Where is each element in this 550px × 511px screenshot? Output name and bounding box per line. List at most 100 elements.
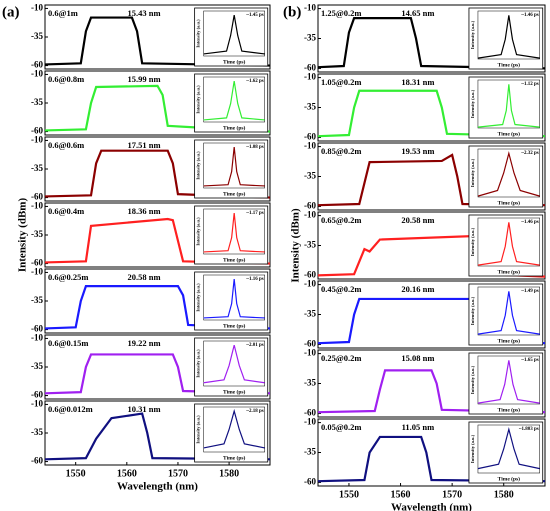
y-tick-label: -35 <box>31 163 43 173</box>
pulse-width-label: ~2.01 ps <box>246 343 263 348</box>
pulse-width-label: ~1.16 ps <box>246 277 263 282</box>
y-tick-label: -10 <box>304 3 316 13</box>
panel-condition: 0.6@0.25m <box>48 272 89 282</box>
inset-frame <box>194 271 269 331</box>
y-tick-label: -35 <box>304 171 316 181</box>
autocorrelation-line <box>203 344 265 384</box>
autocorrelation-line <box>477 222 540 266</box>
y-tick-label: -60 <box>304 269 316 279</box>
pulse-width-label: ~1.08 ps <box>246 145 263 150</box>
y-tick-label: -35 <box>31 361 43 371</box>
inset-plot <box>477 286 540 336</box>
panel-condition: 0.6@0.012m <box>48 404 93 414</box>
inset-x-label: Time (ps) <box>223 388 246 395</box>
inset-plot <box>477 10 540 60</box>
inset-plot <box>477 79 540 129</box>
y-tick-label: -60 <box>304 62 316 72</box>
inset-plot <box>203 10 265 57</box>
spectrum-line <box>44 217 271 265</box>
x-axis-label: Wavelength (nm) <box>391 502 472 511</box>
y-tick-label: -10 <box>304 141 316 151</box>
pulse-width-label: ~1.17 ps <box>246 211 263 216</box>
y-axis-label: Intensity (dBm) <box>17 198 29 273</box>
inset-y-label: Intensity (a.u.) <box>196 349 201 378</box>
x-tick-label: 1550 <box>339 489 359 500</box>
y-tick-label: -60 <box>31 60 43 70</box>
y-tick-label: -35 <box>31 295 43 305</box>
spectrum-line <box>317 435 546 483</box>
y-tick-label: -60 <box>304 131 316 141</box>
inset-x-label: Time (ps) <box>223 256 246 263</box>
inset-x-label: Time (ps) <box>223 58 246 65</box>
y-axis-label: Intensity (dBm) <box>290 208 302 283</box>
y-tick-label: -35 <box>304 309 316 319</box>
bandwidth-label: 18.36 nm <box>127 206 160 216</box>
x-tick-label: 1550 <box>66 468 86 479</box>
y-tick-label: -60 <box>304 407 316 417</box>
inset-frame <box>194 337 269 397</box>
y-tick-label: -60 <box>304 476 316 486</box>
panel-condition: 0.05@0.2m <box>321 422 362 432</box>
pulse-width-label: ~1.46 ps <box>521 13 538 18</box>
pulse-width-label: ~1.46 ps <box>521 220 538 225</box>
bandwidth-label: 14.65 nm <box>401 8 434 18</box>
autocorrelation-line <box>477 360 540 404</box>
autocorrelation-line <box>477 426 540 470</box>
spectrum-line <box>44 84 271 133</box>
inset-y-label: Intensity (a.u.) <box>470 365 475 394</box>
inset-plot <box>477 217 540 267</box>
spectrum-line <box>317 17 546 70</box>
y-tick-label: -10 <box>31 2 43 12</box>
bandwidth-label: 15.43 nm <box>127 8 160 18</box>
spectrum-line <box>44 412 271 461</box>
inset-frame <box>194 205 269 265</box>
autocorrelation-line <box>477 84 540 128</box>
inset-x-label: Time (ps) <box>498 199 521 206</box>
y-tick-label: -60 <box>304 338 316 348</box>
y-tick-label: -35 <box>31 229 43 239</box>
y-tick-label: -10 <box>304 210 316 220</box>
inset-y-label: Intensity (a.u.) <box>196 217 201 246</box>
inset-y-label: Intensity (a.u.) <box>470 434 475 463</box>
bandwidth-label: 11.05 nm <box>402 422 435 432</box>
y-tick-label: -35 <box>304 447 316 457</box>
autocorrelation-line <box>203 213 265 253</box>
spectrum-line <box>317 153 546 207</box>
panel-condition: 0.85@0.2m <box>321 146 362 156</box>
y-tick-label: -10 <box>304 348 316 358</box>
inset-plot <box>203 208 265 255</box>
inset-plot <box>477 424 540 474</box>
inset-y-label: Intensity (a.u.) <box>470 20 475 49</box>
inset-y-label: Intensity (a.u.) <box>196 415 201 444</box>
inset-plot <box>203 274 265 321</box>
inset-y-label: Intensity (a.u.) <box>196 85 201 114</box>
x-tick-label: 1560 <box>391 489 411 500</box>
y-tick-label: -10 <box>31 332 43 342</box>
y-tick-label: -60 <box>31 390 43 400</box>
panel-condition: 0.25@0.2m <box>321 353 362 363</box>
y-tick-label: -10 <box>304 417 316 427</box>
panel-condition: 1.05@0.2m <box>321 77 362 87</box>
inset-plot <box>203 406 265 453</box>
y-tick-label: -10 <box>304 279 316 289</box>
pulse-width-label: ~1.803 ps <box>519 427 539 432</box>
y-tick-label: -10 <box>31 200 43 210</box>
inset-y-label: Intensity (a.u.) <box>470 89 475 118</box>
bandwidth-label: 10.31 nm <box>127 404 160 414</box>
y-tick-label: -35 <box>304 33 316 43</box>
inset-x-label: Time (ps) <box>223 454 246 461</box>
panel-condition: 0.6@0.15m <box>48 338 89 348</box>
bandwidth-label: 18.31 nm <box>401 77 434 87</box>
inset-x-label: Time (ps) <box>223 190 246 197</box>
inset-plot <box>203 76 265 123</box>
autocorrelation-line <box>203 80 265 121</box>
y-tick-label: -10 <box>304 72 316 82</box>
y-tick-label: -35 <box>304 240 316 250</box>
y-tick-label: -60 <box>31 456 43 466</box>
x-tick-label: 1570 <box>168 468 188 479</box>
panel-label: (a) <box>2 4 20 20</box>
inset-y-label: Intensity (a.u.) <box>196 151 201 180</box>
x-tick-label: 1560 <box>117 468 137 479</box>
x-tick-label: 1580 <box>494 489 514 500</box>
y-tick-label: -60 <box>31 192 43 202</box>
